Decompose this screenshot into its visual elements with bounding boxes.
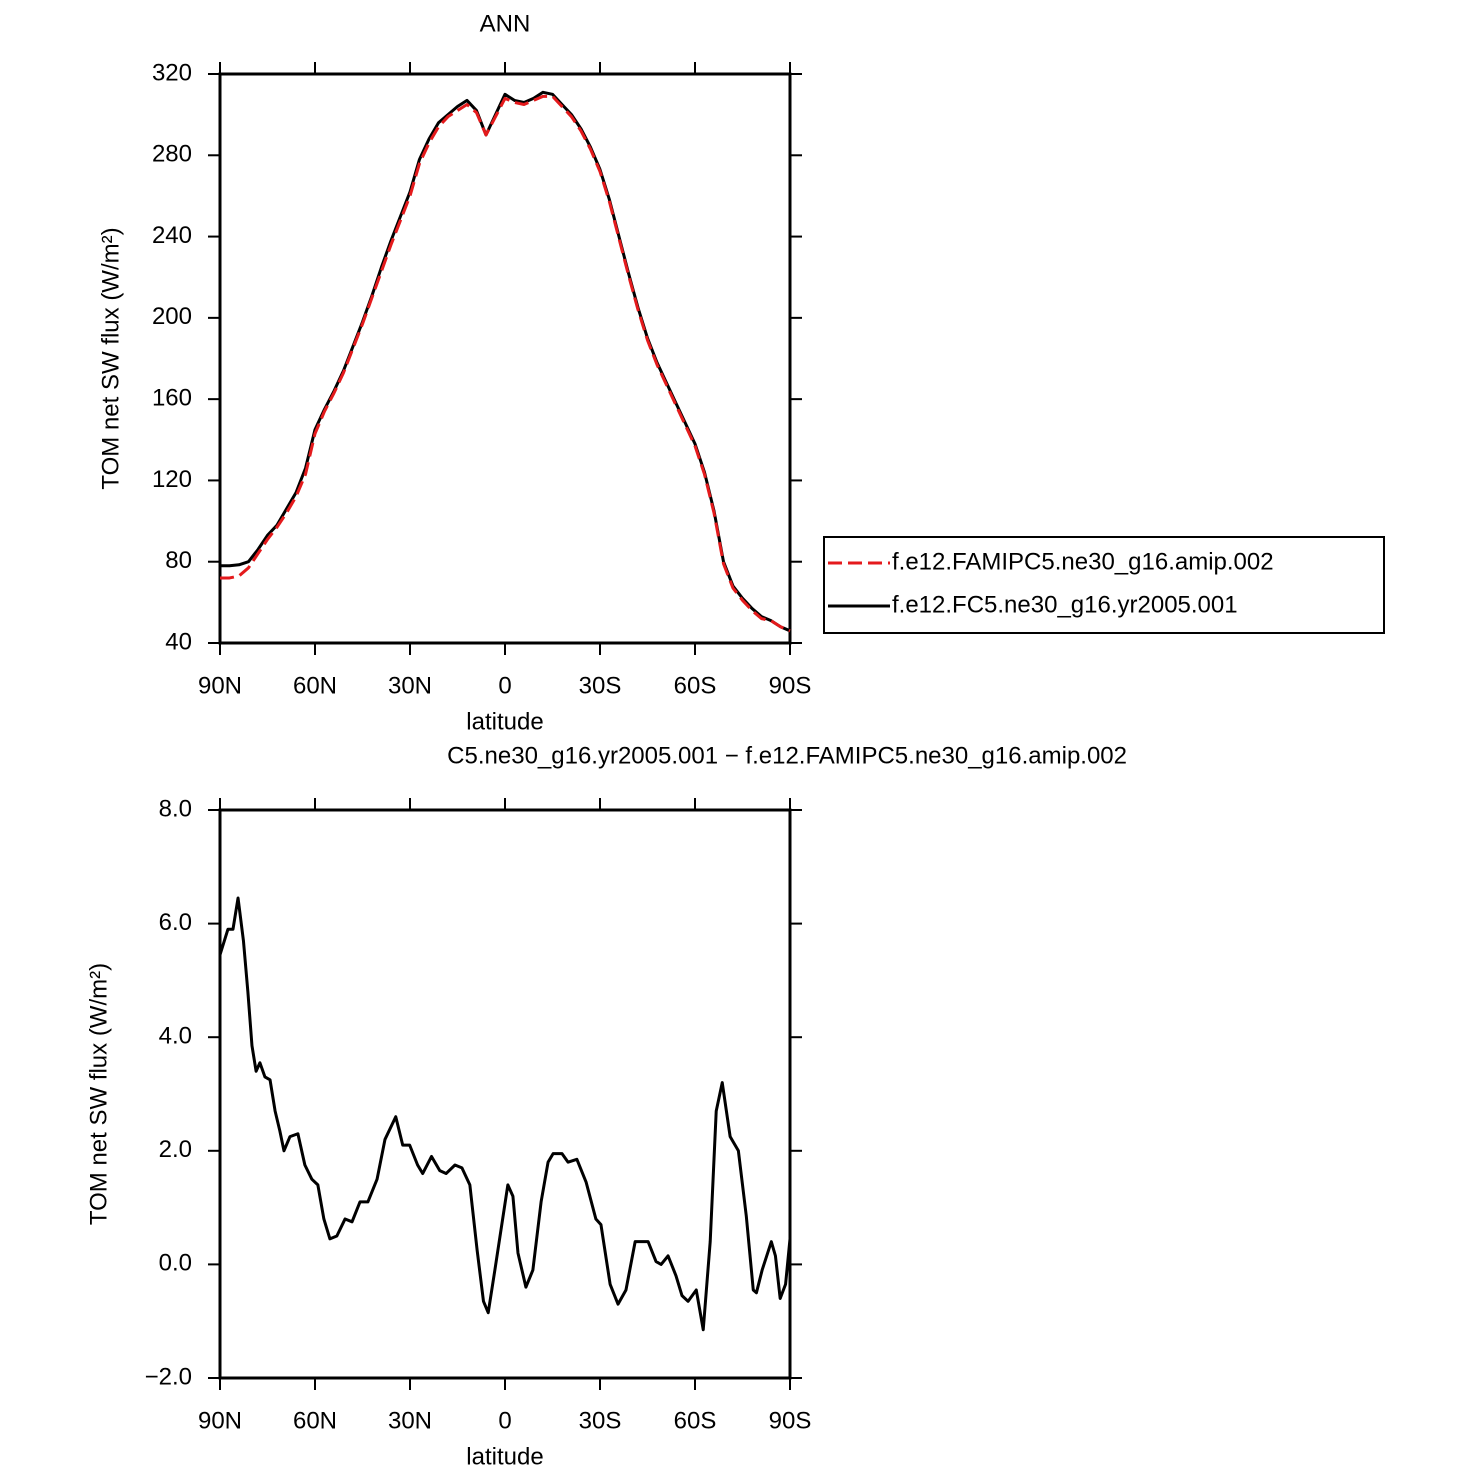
y-tick-label: 2.0 (159, 1136, 192, 1163)
chart-title: C5.ne30_g16.yr2005.001 − f.e12.FAMIPC5.n… (447, 742, 1127, 769)
x-tick-label: 30N (388, 672, 432, 699)
legend-label: f.e12.FC5.ne30_g16.yr2005.001 (892, 591, 1238, 618)
y-tick-label: 4.0 (159, 1023, 192, 1050)
x-tick-label: 30S (579, 1407, 622, 1434)
x-tick-label: 90S (769, 672, 812, 699)
chart-title: ANN (480, 10, 531, 37)
y-tick-label: 80 (165, 547, 192, 574)
x-tick-label: 60S (674, 672, 717, 699)
y-axis-label: TOM net SW flux (W/m²) (97, 227, 124, 489)
x-tick-label: 30S (579, 672, 622, 699)
y-tick-label: 280 (152, 141, 192, 168)
y-tick-label: 40 (165, 628, 192, 655)
data-line (220, 94, 791, 633)
data-line (218, 896, 792, 1332)
legend-label: f.e12.FAMIPC5.ne30_g16.amip.002 (892, 548, 1274, 575)
y-tick-label: −2.0 (145, 1363, 192, 1390)
x-tick-label: 60N (293, 1407, 337, 1434)
data-line (220, 90, 791, 633)
x-tick-label: 30N (388, 1407, 432, 1434)
y-tick-label: 320 (152, 59, 192, 86)
x-tick-label: 90N (198, 1407, 242, 1434)
x-tick-label: 90S (769, 1407, 812, 1434)
x-axis-label: latitude (466, 1443, 543, 1470)
y-tick-label: 160 (152, 384, 192, 411)
x-tick-label: 0 (498, 672, 511, 699)
legend-box (823, 536, 1385, 634)
x-tick-label: 0 (498, 1407, 511, 1434)
y-tick-label: 8.0 (159, 795, 192, 822)
y-tick-label: 200 (152, 303, 192, 330)
plot-frame (218, 72, 792, 645)
plot-frame (218, 808, 792, 1380)
y-tick-label: 120 (152, 466, 192, 493)
x-tick-label: 60S (674, 1407, 717, 1434)
y-tick-label: 6.0 (159, 909, 192, 936)
y-tick-label: 0.0 (159, 1250, 192, 1277)
x-tick-label: 90N (198, 672, 242, 699)
x-tick-label: 60N (293, 672, 337, 699)
x-axis-label: latitude (466, 708, 543, 735)
y-axis-label: TOM net SW flux (W/m²) (85, 963, 112, 1225)
y-tick-label: 240 (152, 222, 192, 249)
